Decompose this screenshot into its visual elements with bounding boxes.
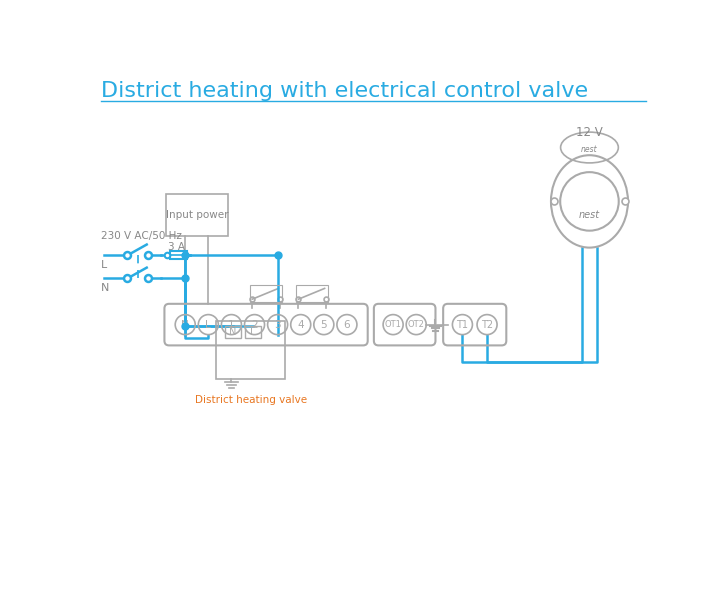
Bar (250, 285, 282, 302)
Text: 12 V: 12 V (576, 126, 603, 139)
Text: T2: T2 (481, 320, 493, 330)
Text: T1: T1 (456, 320, 468, 330)
Text: 6: 6 (344, 320, 350, 330)
Bar (296, 285, 328, 302)
Text: N: N (229, 327, 237, 337)
Text: 230 V AC/50 Hz: 230 V AC/50 Hz (100, 232, 181, 241)
Text: nest: nest (581, 144, 598, 154)
Bar (166, 194, 228, 236)
Text: 2: 2 (251, 320, 258, 330)
Text: 5: 5 (320, 320, 327, 330)
Bar (216, 321, 285, 378)
Text: District heating valve: District heating valve (194, 396, 306, 406)
Text: OT1: OT1 (384, 320, 402, 329)
Bar (245, 326, 261, 339)
Text: 3 A: 3 A (168, 242, 185, 252)
Text: L: L (205, 320, 211, 330)
Text: N: N (100, 283, 109, 293)
Text: L: L (250, 327, 256, 337)
Text: nest: nest (579, 210, 600, 220)
Text: 3: 3 (274, 320, 281, 330)
Text: District heating with electrical control valve: District heating with electrical control… (100, 81, 587, 100)
Text: N: N (181, 320, 189, 330)
Text: OT2: OT2 (408, 320, 424, 329)
Text: 4: 4 (298, 320, 304, 330)
Bar (225, 326, 241, 339)
Text: Input power: Input power (165, 210, 228, 220)
Bar (170, 251, 187, 259)
Text: L: L (100, 260, 107, 270)
Text: 1: 1 (228, 320, 234, 330)
